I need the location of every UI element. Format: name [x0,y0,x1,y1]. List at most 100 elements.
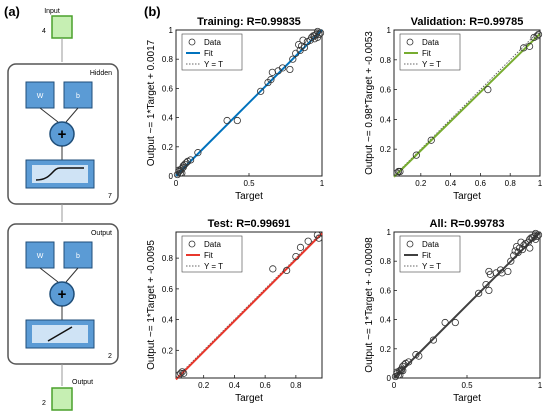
data-point [304,237,312,245]
y-tick-label: 0.8 [162,254,174,263]
data-point [399,367,407,375]
data-point [296,243,305,251]
data-point [194,149,202,157]
x-axis-label: Target [453,191,481,202]
data-point [178,169,186,177]
output-node [51,387,73,411]
y-axis-label: Output ~= 1*Target + 0.0017 [146,39,157,166]
plot-title: Training: R=0.99835 [197,16,301,28]
data-point [504,267,512,276]
fit-line [393,231,541,379]
y-axis-label: Output ~= 1*Target + -0.00098 [364,237,375,373]
data-point [404,358,413,366]
y-tick-label: 0.2 [162,346,174,355]
fit-line [175,29,323,177]
y-tick-label: 0.4 [162,316,174,325]
input-size: 4 [42,28,46,35]
y-tick-label: 0.6 [380,86,392,95]
plot-3: Test: R=0.99691 0.2 0.4 0.6 0.8 0.2 0.4 0.6 0.8 T… [146,218,323,404]
identity-line [175,231,323,379]
y-tick-label: 0.6 [162,285,174,294]
data-point [283,266,291,275]
data-point [482,280,490,289]
legend-data-marker [188,38,196,46]
y-tick-label: 0.4 [380,115,392,124]
data-point [475,289,483,297]
data-point [484,85,492,94]
data-point [289,55,297,63]
data-point [526,244,534,252]
plot-4: All: R=0.99783 0 0.5 1 0 0.2 0.4 0.6 0.8 1 Target O… [364,218,543,404]
x-tick-label: 0.8 [290,381,302,390]
hidden-weight-label: W [37,93,44,100]
output-node-size: 2 [42,400,46,407]
data-point [485,286,493,294]
data-point [441,318,449,327]
data-point [278,64,287,72]
legend-data-label: Data [204,240,221,249]
data-point [187,156,195,164]
x-tick-label: 1 [538,179,543,188]
hidden-weight-block [25,81,55,109]
y-tick-label: 1 [387,228,392,237]
data-point [223,116,231,125]
data-point [427,136,435,144]
data-point [257,87,265,95]
legend-fit-label: Fit [204,251,214,260]
y-tick-label: 0.8 [162,55,174,64]
legend-data-marker [406,240,414,248]
plot-title: Test: R=0.99691 [208,218,291,230]
x-tick-label: 0.4 [445,179,457,188]
hidden-layer-box [7,63,119,205]
legend-data-label: Data [204,38,221,47]
x-tick-label: 0.8 [505,179,517,188]
y-tick-label: 0.4 [162,114,174,123]
y-axis-label: Output ~= 0.98*Target + -0.0053 [364,31,375,175]
x-tick-label: 0.2 [198,381,210,390]
data-point [429,336,438,344]
data-point [292,252,300,261]
legend-fit-label: Fit [422,251,432,260]
data-point [518,245,527,254]
y-tick-label: 0.2 [380,345,392,354]
legend-fit-label: Fit [204,49,214,58]
data-point [396,167,404,176]
data-point [412,151,420,159]
y-tick-label: 0.8 [380,56,392,65]
data-point [534,30,543,39]
legend-identity-label: Y = T [422,262,441,271]
data-point [517,238,525,246]
legend-data-label: Data [422,38,439,47]
sigmoid-icon [35,167,84,181]
legend-identity-label: Y = T [204,60,223,69]
data-point [314,27,322,36]
data-point [451,318,459,327]
output-layer-title: Output [91,230,112,237]
panel-label-b: (b) [144,4,161,19]
input-label: Input [44,8,60,15]
data-point [286,65,294,74]
data-point [525,42,534,50]
y-tick-label: 0.6 [162,84,174,93]
x-tick-label: 0.5 [243,179,255,188]
data-point [267,76,275,84]
data-point [415,352,423,360]
fit-line [393,33,541,178]
output-weight-block [25,241,55,269]
panel-label-a: (a) [4,4,20,19]
data-point [178,368,186,376]
y-axis-label: Output ~= 1*Target + -0.0095 [146,240,157,370]
data-point [269,265,277,273]
y-tick-label: 0.8 [380,257,392,266]
legend-identity-label: Y = T [204,262,223,271]
x-tick-label: 0.2 [415,179,427,188]
x-tick-label: 0.6 [260,381,272,390]
x-tick-label: 0 [392,381,397,390]
data-point [532,229,540,238]
y-tick-label: 0 [169,172,174,181]
y-tick-label: 0 [387,374,392,383]
y-tick-label: 0.6 [380,286,392,295]
output-layer-size: 2 [108,353,112,360]
data-point [533,32,541,40]
